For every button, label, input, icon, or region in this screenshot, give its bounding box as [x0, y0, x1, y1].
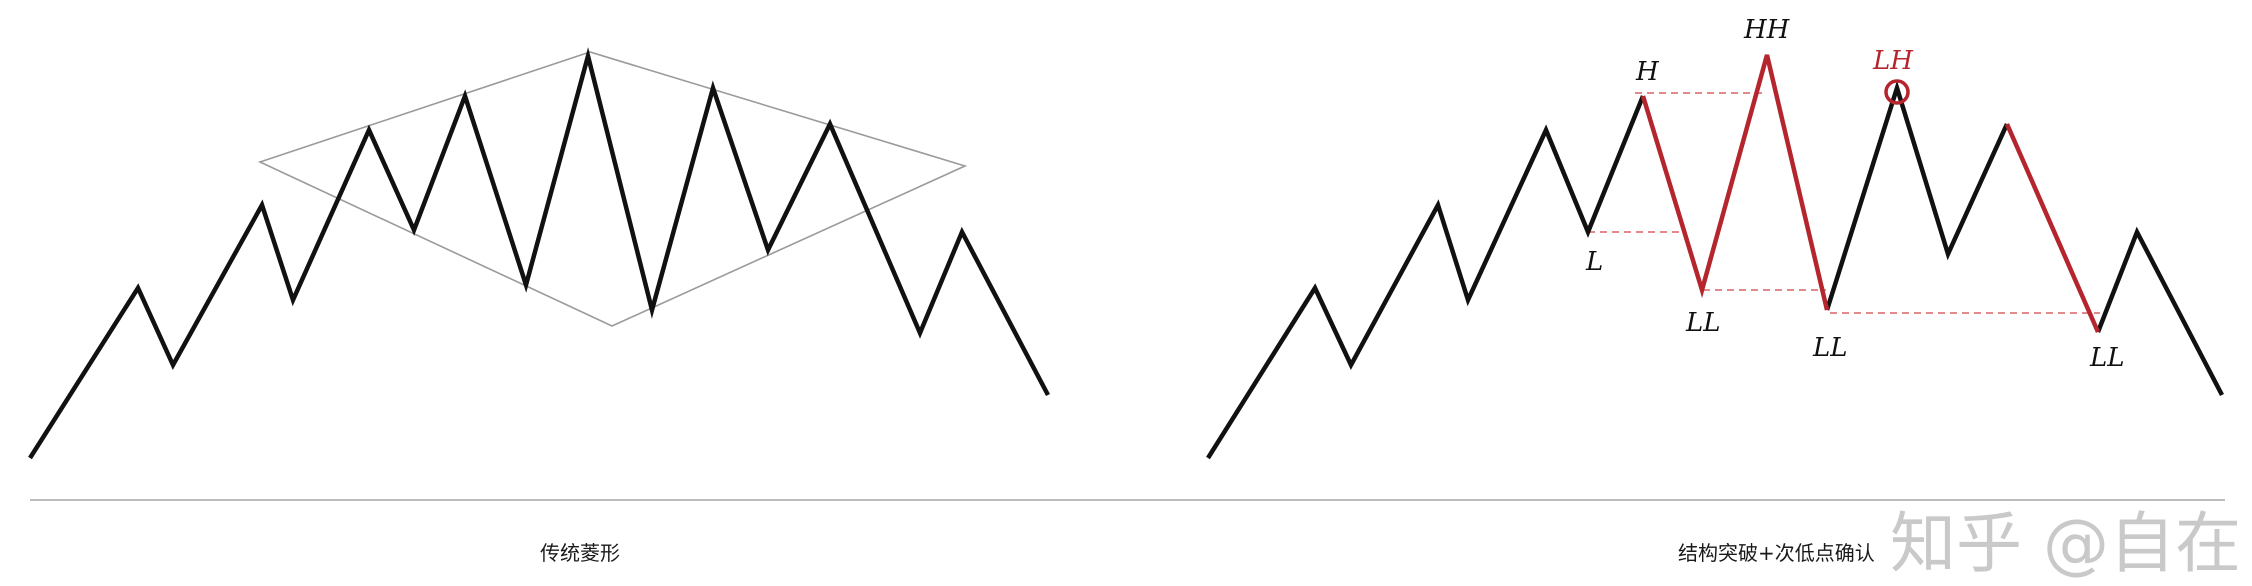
label-hh: HH [1743, 15, 1791, 45]
caption-right: 结构突破+次低点确认 [1678, 541, 1875, 565]
caption-left: 传统菱形 [540, 541, 620, 565]
lower-high-circle-marker [1884, 79, 1910, 105]
red-final-leg [2004, 123, 2101, 333]
right-price-zigzag-end [2095, 226, 2224, 397]
right-price-zigzag-start [1206, 95, 1646, 460]
red-structure-break [1640, 54, 1830, 311]
label-lh: LH [1872, 46, 1914, 76]
label-h: H [1635, 57, 1660, 87]
left-price-zigzag [28, 47, 1050, 460]
label-ll-3: LL [2089, 343, 2125, 373]
left-panel [28, 47, 1050, 460]
label-ll-1: LL [1685, 308, 1721, 338]
right-panel: H L HH LH LL LL LL [1206, 15, 2224, 460]
watermark-text: 知乎 @自在 [1890, 505, 2241, 582]
label-ll-2: LL [1812, 333, 1848, 363]
right-price-zigzag-mid [1824, 80, 2010, 311]
diamond-outline [257, 51, 968, 327]
label-l: L [1585, 247, 1603, 277]
